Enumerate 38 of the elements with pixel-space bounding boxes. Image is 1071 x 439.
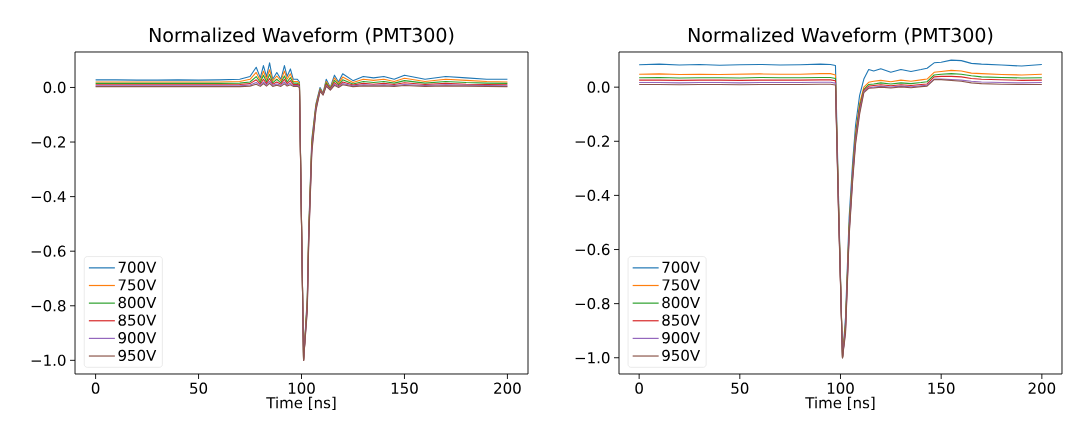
legend-label: 750V: [662, 279, 701, 291]
y-tick-label: −0.4: [575, 189, 610, 202]
x-tick-label: 50: [190, 382, 208, 394]
y-tick-label: −0.6: [31, 245, 66, 257]
y-tick-label: −0.8: [575, 297, 610, 310]
y-tick-label: −1.0: [31, 354, 66, 367]
x-tick-label: 0: [91, 382, 100, 394]
legend-label: 700V: [118, 261, 157, 273]
x-tick-label: 150: [391, 382, 418, 394]
y-tick-label: −1.0: [575, 352, 610, 364]
legend-label: 900V: [662, 332, 701, 344]
chart-title: Normalized Waveform (PMT300): [688, 27, 993, 45]
y-tick-label: 0.0: [587, 81, 610, 93]
y-tick-label: −0.2: [31, 136, 65, 148]
y-tick-label: 0.0: [43, 81, 66, 94]
x-tick-label: 150: [928, 382, 955, 394]
chart-title: Normalized Waveform (PMT300): [149, 27, 454, 45]
y-tick-label: −0.2: [575, 135, 609, 147]
legend-label: 950V: [662, 349, 701, 362]
legend-label: 700V: [662, 261, 701, 273]
x-tick-label: 100: [827, 382, 854, 394]
legend-label: 900V: [118, 332, 157, 344]
x-tick-label: 0: [635, 382, 643, 394]
x-axis-title: Time [ns]: [805, 396, 875, 411]
legend-label: 800V: [118, 296, 157, 309]
legend-label: 750V: [118, 279, 157, 291]
x-tick-label: 50: [731, 382, 749, 394]
legend-label: 950V: [118, 349, 157, 362]
x-axis-title: Time [ns]: [266, 396, 336, 411]
y-tick-label: −0.4: [31, 190, 66, 203]
y-tick-label: −0.6: [575, 243, 610, 256]
legend-label: 850V: [662, 314, 701, 326]
legend-label: 800V: [662, 296, 701, 309]
x-tick-label: 200: [494, 382, 521, 394]
legend-label: 850V: [118, 314, 157, 326]
y-tick-label: −0.8: [31, 300, 66, 312]
x-tick-label: 200: [1028, 382, 1056, 394]
x-tick-label: 100: [288, 382, 315, 394]
